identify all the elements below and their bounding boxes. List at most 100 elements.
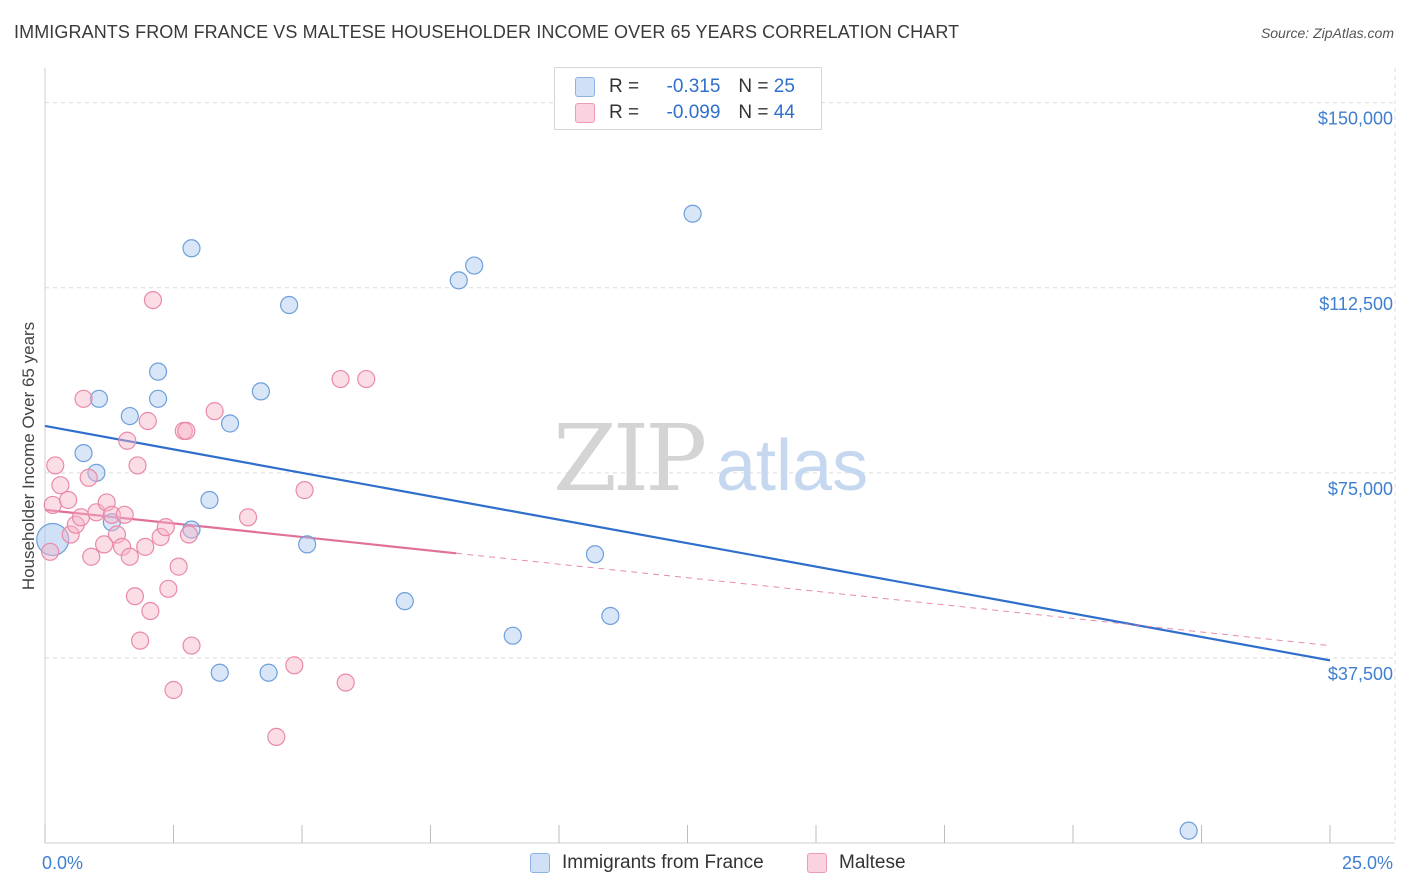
axes [44,68,1396,844]
maltese-point-17 [118,431,137,450]
france-point-23 [1179,821,1198,840]
y-tick-label-1: $75,000 [1328,479,1393,499]
france-point-6 [148,389,168,408]
france-r-label: R = [609,76,640,97]
legend-france-swatch [530,853,550,873]
france-point-19 [503,626,522,645]
maltese-point-8 [74,389,93,408]
france-point-0 [36,522,70,557]
maltese-point-26 [151,527,170,547]
maltese-point-1 [43,495,62,515]
trend-line-1-dashed [456,552,1331,647]
y-tick-labels: $37,500 $75,000 $112,500 $150,000 [1318,109,1393,684]
y-tick-label-2: $112,500 [1319,294,1393,314]
france-point-21 [601,606,620,626]
maltese-n-value: 44 [773,102,795,123]
legend-item-france: Immigrants from France [530,852,764,874]
maltese-point-20 [128,456,147,475]
maltese-point-5 [61,525,80,544]
maltese-point-0 [41,542,60,561]
maltese-point-23 [138,411,157,431]
maltese-point-25 [143,290,163,310]
france-point-22 [683,204,702,223]
legend-item-maltese: Maltese [807,852,906,874]
legend-maltese-label: Maltese [839,852,906,873]
maltese-point-22 [136,537,155,556]
watermark-zip: ZIP [553,405,704,512]
france-point-4 [120,406,139,426]
maltese-r-label: R = [609,102,640,123]
maltese-point-38 [285,656,304,675]
maltese-point-42 [357,369,376,389]
legend-france-label: Immigrants from France [562,852,764,873]
france-point-7 [182,520,201,539]
france-point-12 [251,382,270,401]
maltese-r-value: -0.099 [666,102,721,123]
france-point-13 [259,663,278,682]
stats-row-maltese: R = -0.099 N = 44 [575,101,795,125]
maltese-point-18 [120,547,139,566]
watermark: ZIP atlas [553,405,868,512]
maltese-point-39 [295,481,314,500]
france-point-15 [298,535,317,554]
maltese-point-21 [130,631,150,650]
france-r-value: -0.315 [666,76,721,97]
france-point-8 [182,239,201,258]
y-axis-label: Householder Income Over 65 years [19,322,38,590]
france-point-11 [210,663,229,682]
france-point-17 [449,271,468,290]
maltese-point-35 [205,402,224,421]
maltese-point-36 [238,508,258,527]
france-point-16 [395,592,414,611]
maltese-point-27 [156,518,175,537]
grid-lines [45,102,1395,659]
maltese-point-24 [141,601,160,621]
maltese-point-30 [169,557,188,576]
maltese-point-33 [179,525,199,544]
maltese-point-29 [164,680,183,700]
france-point-3 [89,389,109,408]
stats-legend: R = -0.315 N = 25 R = -0.099 N = 44 [554,67,822,130]
maltese-point-7 [71,508,91,527]
data-points [36,204,1198,840]
france-point-10 [220,414,240,433]
maltese-point-16 [115,505,134,524]
maltese-point-37 [267,727,286,746]
france-point-14 [280,295,299,315]
maltese-point-15 [112,537,132,556]
maltese-point-43 [95,535,114,554]
series-legend: Immigrants from France Maltese [0,851,1406,877]
maltese-point-28 [159,579,178,598]
france-point-2 [74,443,93,463]
maltese-point-10 [82,547,101,566]
x-tick-label-1: 25.0% [1342,853,1393,873]
trend-lines [44,424,1331,662]
stats-row-france: R = -0.315 N = 25 [575,75,795,99]
france-n-value: 25 [773,76,795,97]
france-n-label: N = [738,76,769,97]
maltese-point-41 [336,673,355,692]
france-point-9 [200,490,219,510]
maltese-point-13 [102,505,121,524]
maltese-point-34 [182,636,201,655]
trend-line-1-solid [44,508,457,555]
maltese-point-40 [331,369,350,389]
maltese-swatch [575,103,595,123]
x-tick-label-0: 0.0% [42,853,83,873]
legend-maltese-swatch [807,853,827,873]
maltese-point-4 [59,490,78,510]
france-point-20 [585,545,605,564]
maltese-point-19 [125,587,145,606]
x-tick-labels: 0.0% 25.0% [42,853,1393,873]
maltese-point-9 [79,468,98,487]
maltese-point-3 [51,476,70,495]
chart-title: IMMIGRANTS FROM FRANCE VS MALTESE HOUSEH… [14,22,960,42]
maltese-n-label: N = [738,102,769,123]
y-tick-label-0: $37,500 [1328,664,1393,684]
france-swatch [575,77,595,97]
maltese-point-2 [46,456,65,475]
france-point-5 [148,362,168,381]
trend-line-0 [44,424,1331,662]
watermark-atlas: atlas [716,426,868,506]
